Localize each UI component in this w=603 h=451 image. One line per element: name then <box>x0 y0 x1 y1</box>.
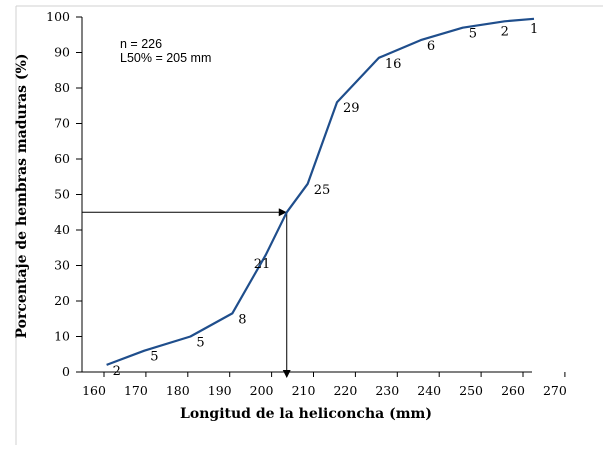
x-axis-title: Longitud de la heliconcha (mm) <box>180 406 432 422</box>
y-tick-label: 20 <box>54 293 70 308</box>
data-count-label: 8 <box>238 312 246 327</box>
x-tick-label: 200 <box>250 383 274 398</box>
x-tick-label: 220 <box>333 383 357 398</box>
annotation-n: n = 226 <box>120 37 162 51</box>
y-axis-title: Porcentaje de hembras maduras (%) <box>14 54 30 339</box>
y-tick-label: 80 <box>54 80 70 95</box>
y-tick-label: 70 <box>54 116 70 131</box>
data-count-label: 5 <box>469 27 477 42</box>
x-tick-label: 180 <box>166 383 190 398</box>
data-count-label: 16 <box>385 57 402 72</box>
y-tick-label: 90 <box>54 45 70 60</box>
x-tick-label: 160 <box>82 383 106 398</box>
x-tick-label: 230 <box>375 383 399 398</box>
data-count-label: 1 <box>530 22 538 37</box>
y-tick-label: 60 <box>54 151 70 166</box>
x-tick-label: 250 <box>459 383 483 398</box>
series-line <box>106 17 535 366</box>
reference-arrows <box>82 208 291 378</box>
data-count-label: 29 <box>343 101 360 116</box>
x-tick-label: 170 <box>124 383 148 398</box>
data-count-label: 21 <box>254 257 271 272</box>
y-tick-label: 10 <box>54 329 70 344</box>
x-tick-label: 260 <box>501 383 525 398</box>
x-tick-group: 160 170 180 190 200 210 220 230 240 250 260 270 <box>82 372 567 398</box>
x-tick-label: 210 <box>292 383 316 398</box>
y-tick-label: 0 <box>62 364 70 379</box>
y-tick-label: 30 <box>54 258 70 273</box>
x-tick-label: 190 <box>208 383 232 398</box>
data-count-label: 2 <box>113 364 121 379</box>
y-tick-label: 50 <box>54 187 70 202</box>
data-count-label: 5 <box>196 336 204 351</box>
data-count-label: 5 <box>150 350 158 365</box>
annotation-l50: L50% = 205 mm <box>120 51 211 65</box>
y-tick-label: 40 <box>54 222 70 237</box>
y-tick-group: 0 10 20 30 40 50 60 70 80 90 100 <box>46 9 82 379</box>
x-tick-label: 240 <box>417 383 441 398</box>
x-tick-label: 270 <box>543 383 567 398</box>
data-count-label: 25 <box>314 183 331 198</box>
data-count-label: 6 <box>427 39 435 54</box>
data-count-label: 2 <box>501 24 509 39</box>
y-tick-label: 100 <box>46 9 70 24</box>
